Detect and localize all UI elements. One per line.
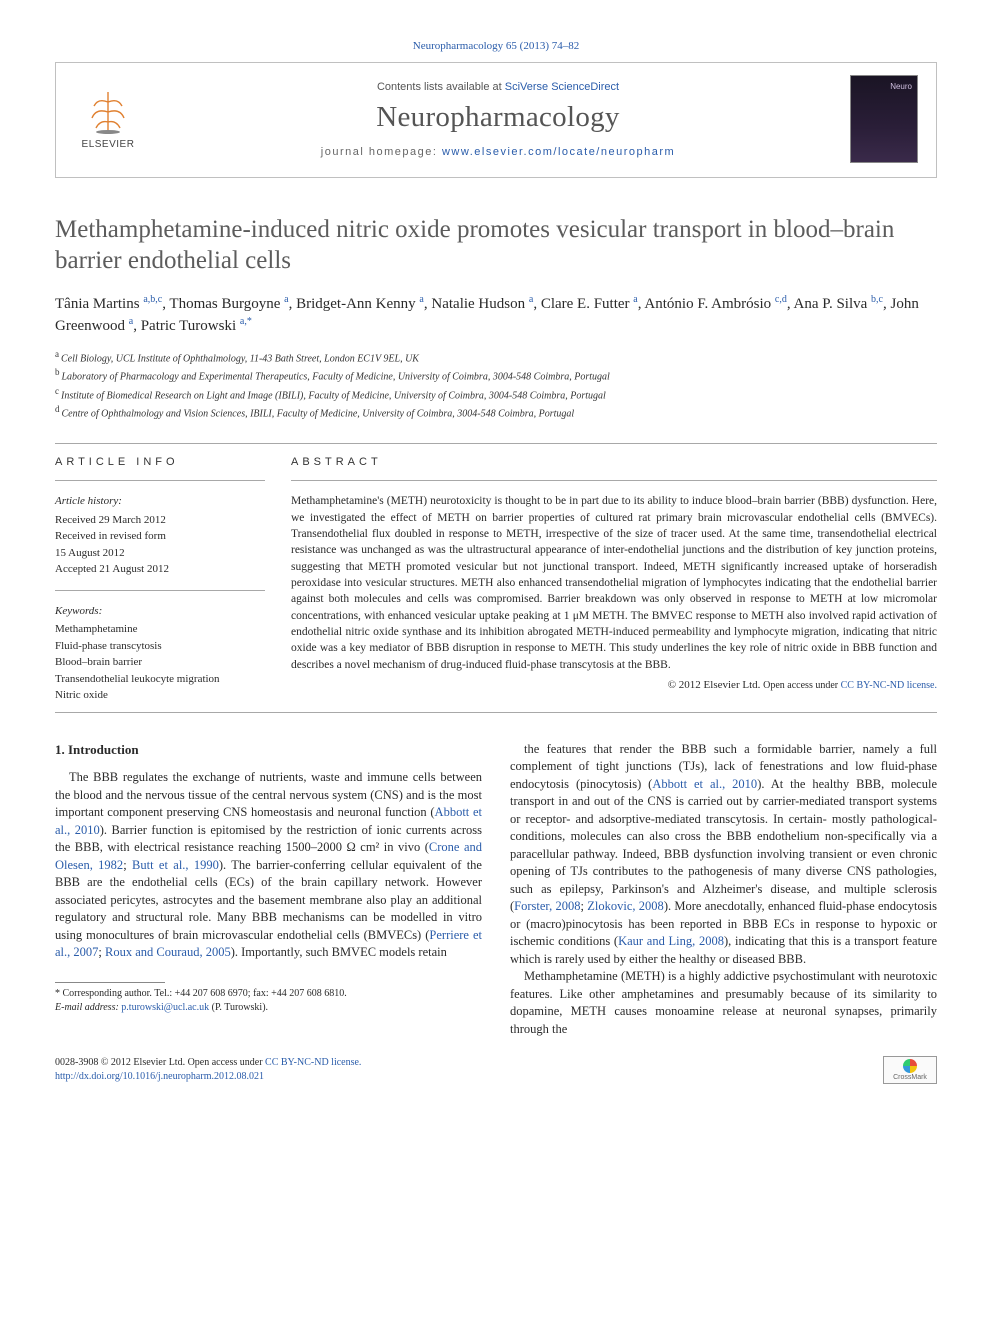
intro-para-1: The BBB regulates the exchange of nutrie…	[55, 769, 482, 962]
crossmark-label: CrossMark	[893, 1074, 927, 1081]
affiliation-c: cInstitute of Biomedical Research on Lig…	[55, 385, 937, 403]
journal-name: Neuropharmacology	[160, 101, 836, 134]
homepage-line: journal homepage: www.elsevier.com/locat…	[160, 146, 836, 158]
affiliation-a: aCell Biology, UCL Institute of Ophthalm…	[55, 348, 937, 366]
header-center: Contents lists available at SciVerse Sci…	[160, 81, 836, 158]
keyword-3: Transendothelial leukocyte migration	[55, 671, 265, 688]
keyword-0: Methamphetamine	[55, 621, 265, 638]
body-col-right: the features that render the BBB such a …	[510, 741, 937, 1039]
publisher-logo: ELSEVIER	[74, 88, 142, 150]
keyword-4: Nitric oxide	[55, 687, 265, 704]
affiliation-b: bLaboratory of Pharmacology and Experime…	[55, 366, 937, 384]
cover-title-fragment: Neuro	[890, 82, 912, 91]
abstract-column: ABSTRACT Methamphetamine's (METH) neurot…	[291, 456, 937, 704]
doi-line: http://dx.doi.org/10.1016/j.neuropharm.2…	[55, 1070, 361, 1084]
page-root: Neuropharmacology 65 (2013) 74–82 ELSEVI…	[0, 0, 992, 1114]
divider-below-abstract	[55, 712, 937, 713]
intro-heading: 1. Introduction	[55, 741, 482, 759]
corr-email-line: E-mail address: p.turowski@ucl.ac.uk (P.…	[55, 1001, 482, 1015]
citation-line: Neuropharmacology 65 (2013) 74–82	[55, 40, 937, 52]
corresponding-author-footnote: * Corresponding author. Tel.: +44 207 60…	[55, 987, 482, 1015]
info-rule-2	[55, 590, 265, 591]
article-info-label: ARTICLE INFO	[55, 456, 265, 468]
footnote-rule	[55, 982, 165, 983]
elsevier-tree-icon	[84, 88, 132, 136]
keyword-1: Fluid-phase transcytosis	[55, 638, 265, 655]
journal-header: ELSEVIER Contents lists available at Sci…	[55, 62, 937, 178]
footer-left: 0028-3908 © 2012 Elsevier Ltd. Open acce…	[55, 1056, 361, 1084]
license-link[interactable]: CC BY-NC-ND license.	[841, 680, 937, 691]
publisher-name: ELSEVIER	[74, 139, 142, 150]
history-line-2: 15 August 2012	[55, 545, 265, 562]
abstract-label: ABSTRACT	[291, 456, 937, 468]
affiliations-block: aCell Biology, UCL Institute of Ophthalm…	[55, 348, 937, 421]
history-line-1: Received in revised form	[55, 528, 265, 545]
copyright-line: © 2012 Elsevier Ltd. Open access under C…	[291, 679, 937, 691]
divider-top	[55, 443, 937, 444]
body-col-left: 1. Introduction The BBB regulates the ex…	[55, 741, 482, 1039]
intro-para-2: the features that render the BBB such a …	[510, 741, 937, 969]
issn-line: 0028-3908 © 2012 Elsevier Ltd. Open acce…	[55, 1056, 361, 1070]
abstract-rule	[291, 480, 937, 481]
citation-link[interactable]: Neuropharmacology 65 (2013) 74–82	[413, 40, 580, 52]
info-abstract-row: ARTICLE INFO Article history: Received 2…	[55, 456, 937, 704]
corr-email-link[interactable]: p.turowski@ucl.ac.uk	[121, 1002, 209, 1013]
keyword-2: Blood–brain barrier	[55, 654, 265, 671]
affiliation-d: dCentre of Ophthalmology and Vision Scie…	[55, 403, 937, 421]
article-title: Methamphetamine-induced nitric oxide pro…	[55, 214, 937, 277]
doi-link[interactable]: http://dx.doi.org/10.1016/j.neuropharm.2…	[55, 1071, 264, 1082]
intro-para-3: Methamphetamine (METH) is a highly addic…	[510, 968, 937, 1038]
info-rule-1	[55, 480, 265, 481]
article-info-column: ARTICLE INFO Article history: Received 2…	[55, 456, 265, 704]
sciencedirect-link[interactable]: SciVerse ScienceDirect	[505, 81, 619, 93]
history-line-0: Received 29 March 2012	[55, 512, 265, 529]
footer-license-link[interactable]: CC BY-NC-ND license.	[265, 1057, 361, 1068]
journal-homepage-link[interactable]: www.elsevier.com/locate/neuropharm	[442, 146, 675, 158]
author-list: Tânia Martins a,b,c, Thomas Burgoyne a, …	[55, 293, 937, 339]
journal-cover-thumbnail: Neuro	[850, 75, 918, 163]
crossmark-badge[interactable]: CrossMark	[883, 1056, 937, 1084]
keywords-label: Keywords:	[55, 603, 265, 620]
contents-available-line: Contents lists available at SciVerse Sci…	[160, 81, 836, 93]
history-label: Article history:	[55, 493, 265, 510]
page-footer: 0028-3908 © 2012 Elsevier Ltd. Open acce…	[55, 1056, 937, 1084]
body-two-column: 1. Introduction The BBB regulates the ex…	[55, 741, 937, 1039]
history-line-3: Accepted 21 August 2012	[55, 561, 265, 578]
abstract-text: Methamphetamine's (METH) neurotoxicity i…	[291, 493, 937, 673]
corr-line: * Corresponding author. Tel.: +44 207 60…	[55, 987, 482, 1001]
crossmark-icon	[903, 1059, 917, 1073]
